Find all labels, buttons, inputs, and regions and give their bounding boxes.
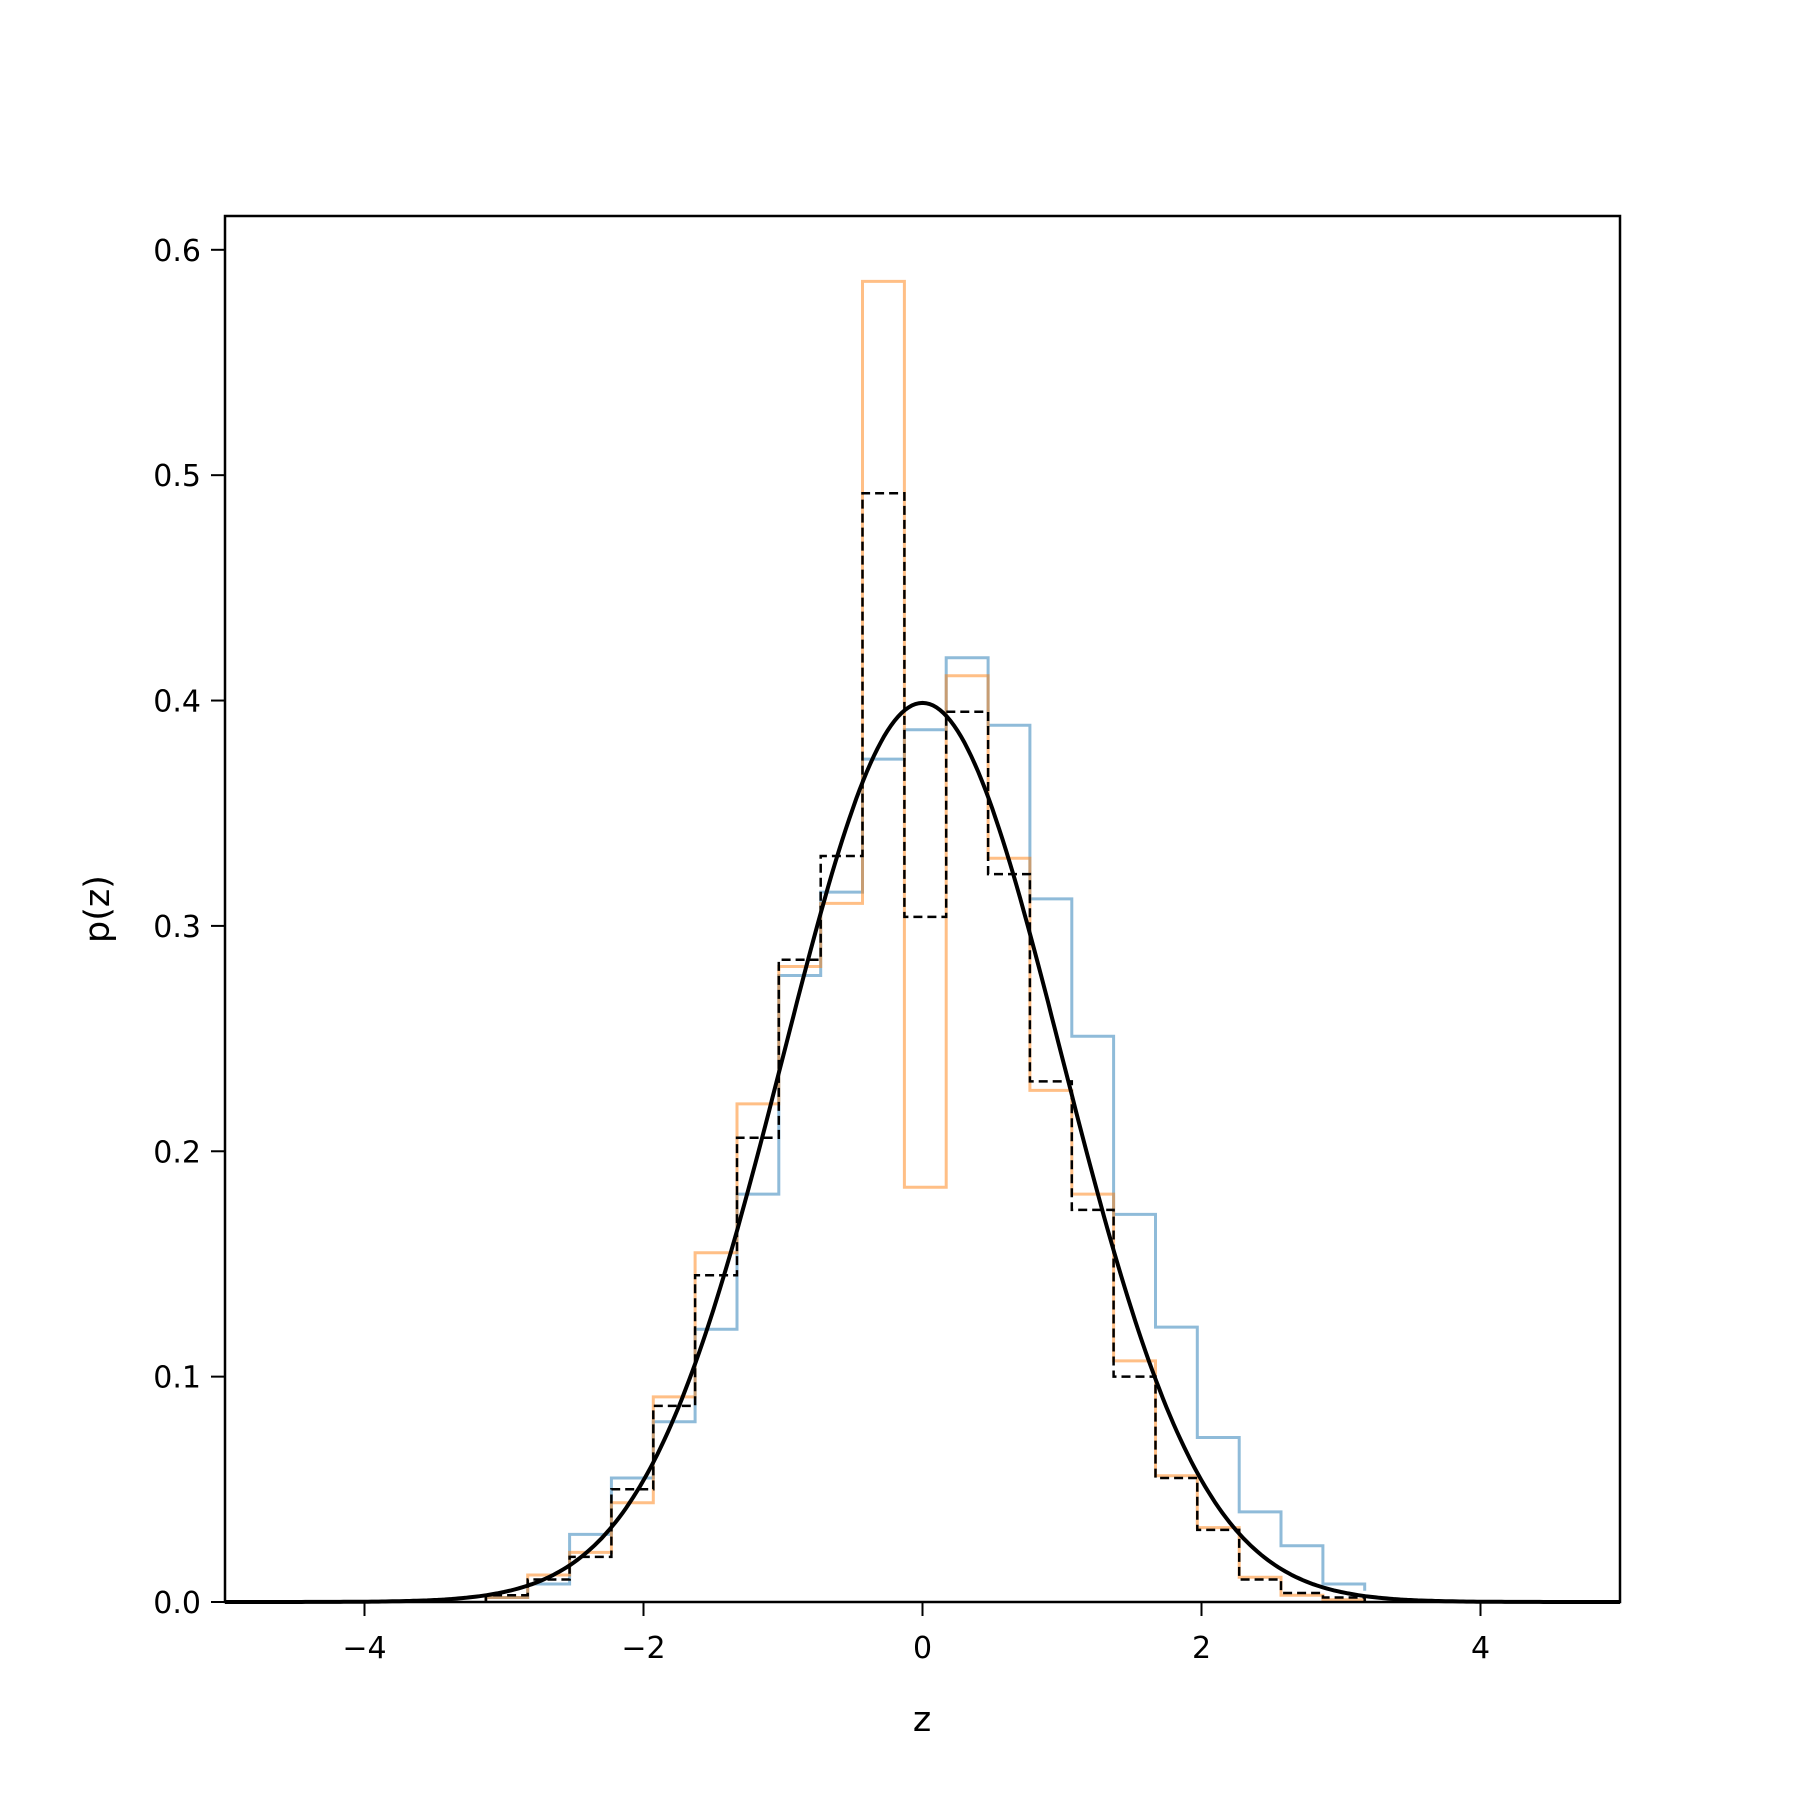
x-tick-label: 0 [913,1631,932,1666]
x-tick-label: 4 [1471,1631,1490,1666]
y-tick-label: 0.6 [153,234,201,269]
x-tick-label: 2 [1192,1631,1211,1666]
normal-pdf-curve [225,700,1620,1604]
y-axis-label: p(z) [78,875,118,943]
histogram-series-0 [484,656,1367,1602]
y-tick-label: 0.5 [153,459,201,494]
y-tick-label: 0.2 [153,1135,201,1170]
histogram-series-2 [484,491,1366,1602]
y-tick-label: 0.1 [153,1361,201,1396]
y-tick-label: 0.3 [153,910,201,945]
axes-frame [223,214,1622,1604]
x-axis-label: z [913,1700,931,1740]
x-axis: −4 −2 0 2 4 [342,1602,1490,1666]
y-tick-label: 0.0 [153,1586,201,1621]
series-layer [225,279,1620,1604]
y-axis: 0.0 0.1 0.2 0.3 0.4 0.5 0.6 [153,234,225,1621]
y-tick-label: 0.4 [153,685,201,720]
plot-area [223,214,1622,1604]
x-tick-label: −2 [621,1631,665,1666]
x-tick-label: −4 [342,1631,386,1666]
histogram-series-1 [484,279,1367,1602]
